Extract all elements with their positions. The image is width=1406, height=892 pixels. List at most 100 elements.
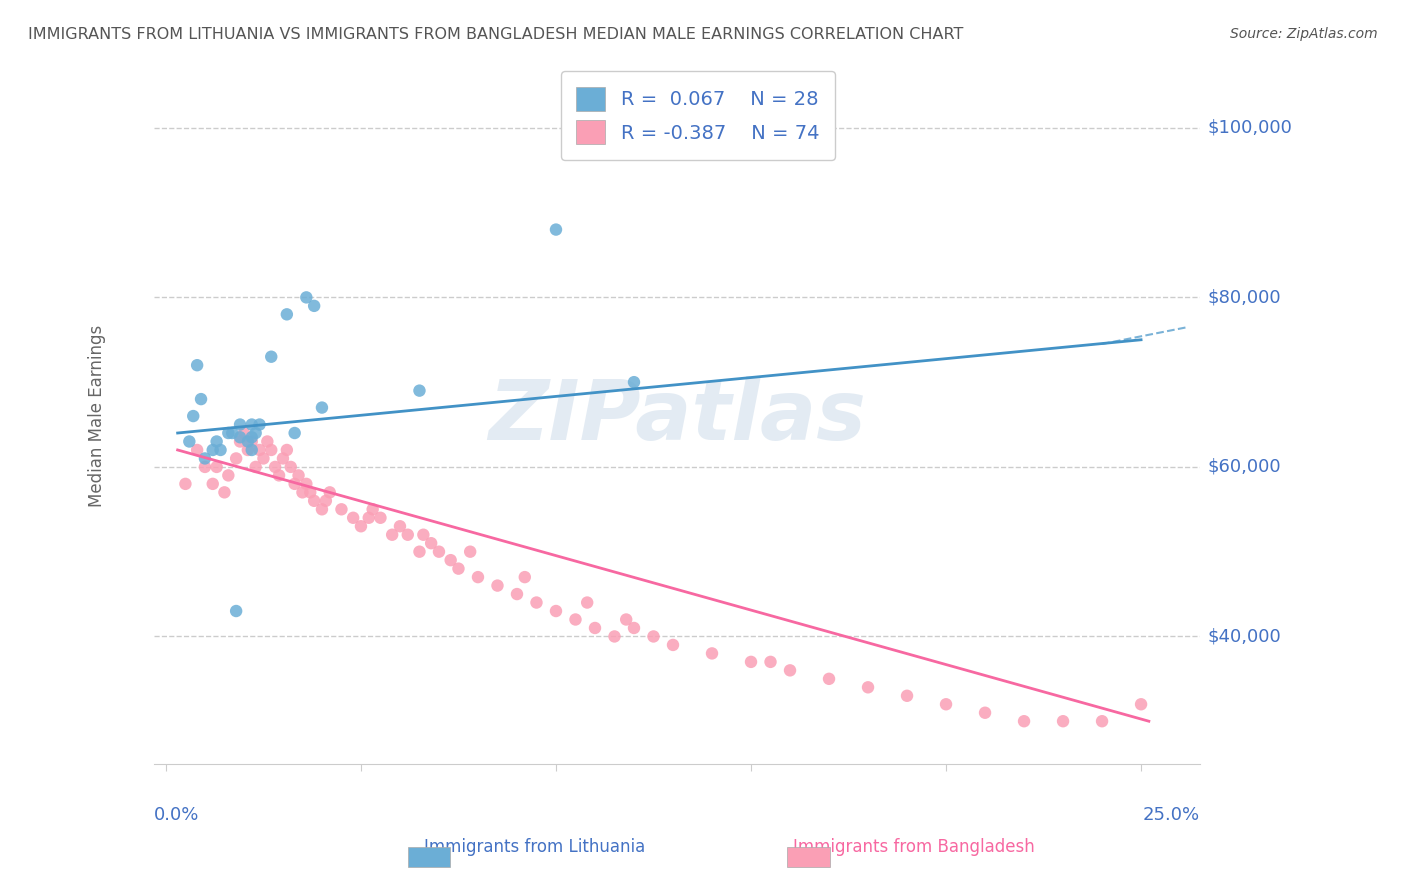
Point [614,613,637,627]
Point [643,630,665,644]
Point [236,434,259,449]
Point [440,553,463,567]
Point [396,527,419,541]
Point [249,417,271,432]
Text: Immigrants from Bangladesh: Immigrants from Bangladesh [793,838,1035,856]
Point [381,527,404,541]
Point [233,425,256,440]
Point [623,621,645,635]
Point [779,664,801,678]
Point [506,587,529,601]
Point [458,544,481,558]
Point [205,459,228,474]
Point [311,401,333,415]
Point [856,681,879,695]
Point [420,536,443,550]
Text: Source: ZipAtlas.com: Source: ZipAtlas.com [1230,27,1378,41]
Point [240,430,263,444]
Point [974,706,997,720]
Point [264,459,287,474]
Point [357,510,380,524]
Point [221,425,243,440]
Point [700,647,723,661]
Point [194,459,217,474]
Point [315,493,337,508]
Point [245,425,267,440]
Point [260,442,283,457]
Point [361,502,384,516]
Point [447,561,470,575]
Point [408,544,430,558]
Point [302,299,325,313]
Point [350,519,373,533]
Point [564,613,586,627]
Point [302,493,325,508]
Text: 25.0%: 25.0% [1143,806,1199,824]
Point [214,485,236,500]
Point [201,442,224,457]
Point [526,595,548,609]
Point [408,384,430,398]
Point [179,434,201,449]
Point [201,476,224,491]
Text: $40,000: $40,000 [1208,627,1281,646]
Point [662,638,685,652]
Point [276,307,298,321]
Point [603,630,626,644]
Point [260,350,283,364]
Point [190,392,212,406]
Point [245,459,267,474]
Point [186,358,208,372]
Text: $100,000: $100,000 [1208,119,1292,136]
Text: $60,000: $60,000 [1208,458,1281,476]
Point [217,425,239,440]
Point [236,442,259,457]
Point [205,434,228,449]
Text: Immigrants from Lithuania: Immigrants from Lithuania [423,838,645,856]
Point [271,451,294,466]
Text: Median Male Earnings: Median Male Earnings [87,325,105,508]
Point [249,442,271,457]
Point [229,417,252,432]
Point [252,451,274,466]
Point [370,510,392,524]
Point [330,502,353,516]
Point [1052,714,1074,729]
Point [186,442,208,457]
Point [256,434,278,449]
Point [284,476,307,491]
Point [576,595,599,609]
Legend: R =  0.067    N = 28, R = -0.387    N = 74: R = 0.067 N = 28, R = -0.387 N = 74 [561,71,835,160]
Point [319,485,342,500]
Point [276,442,298,457]
Text: IMMIGRANTS FROM LITHUANIA VS IMMIGRANTS FROM BANGLADESH MEDIAN MALE EARNINGS COR: IMMIGRANTS FROM LITHUANIA VS IMMIGRANTS … [28,27,963,42]
Point [240,434,263,449]
Point [209,442,232,457]
Text: 0.0%: 0.0% [155,806,200,824]
Point [295,290,318,304]
Point [174,476,197,491]
Text: ZIPatlas: ZIPatlas [488,376,866,457]
Point [229,430,252,444]
Point [267,468,290,483]
Point [284,425,307,440]
Point [427,544,450,558]
Point [544,222,567,236]
Point [412,527,434,541]
Point [311,502,333,516]
Point [513,570,536,584]
Point [583,621,606,635]
Point [225,451,247,466]
Point [181,409,204,423]
Point [194,451,217,466]
Point [1012,714,1035,729]
Point [486,578,509,592]
Point [818,672,841,686]
Point [935,698,957,712]
Point [342,510,364,524]
Point [291,485,314,500]
Point [1091,714,1114,729]
Point [229,434,252,449]
Point [299,485,322,500]
Point [225,604,247,618]
